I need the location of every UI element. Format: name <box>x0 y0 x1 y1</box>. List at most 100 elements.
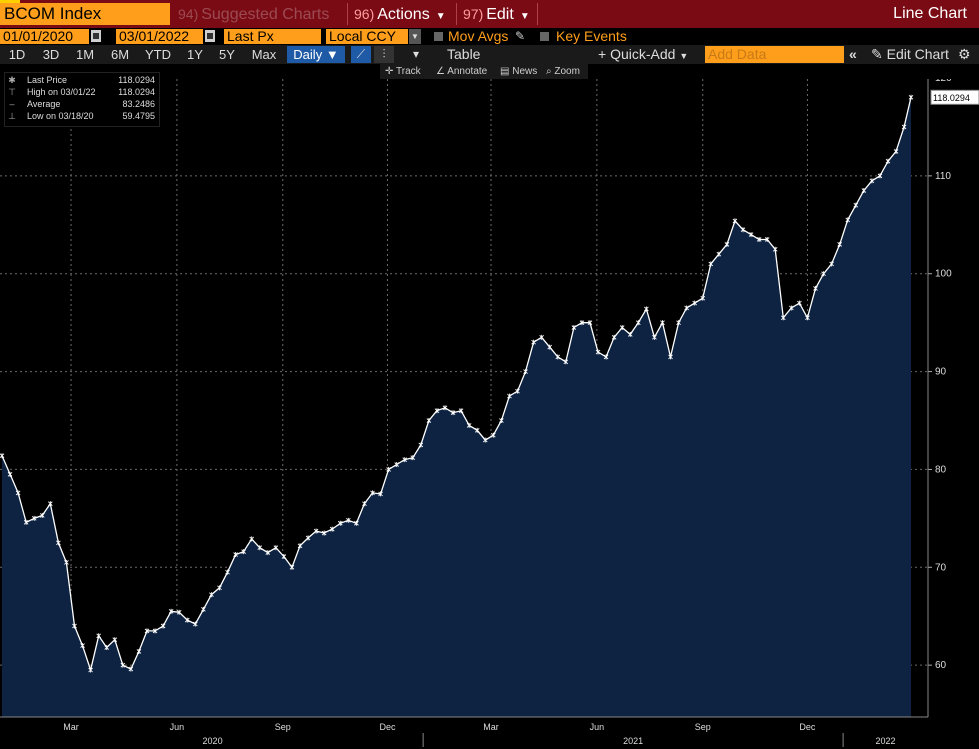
legend-row-low[interactable]: ⊥ Low on 03/18/20 59.4795 <box>5 110 159 122</box>
y-tick-label: 70 <box>935 562 947 573</box>
key-events-checkbox[interactable] <box>540 32 549 41</box>
ticker-field[interactable]: BCOM Index <box>0 0 170 25</box>
edit-chart-button[interactable]: ✎ Edit Chart <box>871 45 949 64</box>
data-point-marker <box>201 606 206 612</box>
data-point-marker <box>176 609 182 615</box>
end-date-field[interactable]: 03/01/2022 <box>116 29 203 44</box>
news-tool[interactable]: ▤ News <box>500 64 537 79</box>
legend-row-average[interactable]: – Average 83.2486 <box>5 98 159 110</box>
range-ytd[interactable]: YTD <box>145 47 171 62</box>
collapse-icon[interactable]: « <box>849 46 857 62</box>
calendar-icon[interactable] <box>91 30 101 42</box>
quick-add-button[interactable]: + Quick-Add ▼ <box>598 45 688 64</box>
data-point-marker <box>72 623 77 629</box>
range-6m[interactable]: 6M <box>110 47 130 62</box>
range-5y[interactable]: 5Y <box>219 47 235 62</box>
add-data-input[interactable]: Add Data <box>705 46 844 63</box>
data-point-marker <box>394 462 399 468</box>
data-point-marker <box>225 569 230 575</box>
data-point-marker <box>797 300 802 306</box>
actions-menu[interactable]: 96) Actions ▼ <box>350 3 454 25</box>
line-chart-icon[interactable]: ⟋ <box>351 46 371 63</box>
suggested-charts-menu[interactable]: 94) Suggested Charts <box>174 3 346 25</box>
currency-select[interactable]: Local CCY <box>326 29 408 44</box>
data-point-marker <box>780 315 786 321</box>
edit-menu[interactable]: 97) Edit ▼ <box>459 3 535 25</box>
data-point-marker <box>144 628 150 634</box>
data-point-marker <box>652 334 657 340</box>
data-point-marker <box>877 173 883 179</box>
calendar-icon[interactable] <box>205 30 215 42</box>
data-point-marker <box>337 520 343 526</box>
data-point-marker <box>563 359 569 365</box>
table-button[interactable]: Table <box>447 46 481 62</box>
data-point-marker <box>466 422 472 428</box>
chevron-down-icon: ▼ <box>679 51 689 61</box>
data-point-marker <box>297 543 303 549</box>
key-events-label[interactable]: Key Events <box>556 28 627 44</box>
legend-label: Average <box>27 99 61 109</box>
magnifier-icon: ⌕ <box>546 66 552 77</box>
data-point-marker <box>434 408 440 414</box>
mov-avgs-label[interactable]: Mov Avgs <box>448 28 509 44</box>
data-point-marker <box>128 666 134 672</box>
news-icon: ▤ <box>500 66 510 77</box>
legend-row-last-price[interactable]: ✱ Last Price 118.0294 <box>5 74 159 86</box>
legend-value: 118.0294 <box>118 75 155 85</box>
data-point-marker <box>547 344 553 350</box>
range-1y[interactable]: 1Y <box>187 47 203 62</box>
range-max[interactable]: Max <box>251 47 277 62</box>
data-point-marker <box>853 202 859 208</box>
data-point-marker <box>136 648 142 654</box>
data-point-marker <box>893 148 899 154</box>
legend-row-high[interactable]: ⊤ High on 03/01/22 118.0294 <box>5 86 159 98</box>
period-select[interactable]: Daily ▼ <box>287 46 345 63</box>
data-point-marker <box>861 188 867 194</box>
mov-avgs-checkbox[interactable] <box>434 32 443 41</box>
edit-chart-label: Edit Chart <box>886 46 949 62</box>
y-tick-label: 120 <box>935 79 952 84</box>
data-point-marker <box>821 271 826 277</box>
zoom-tool[interactable]: ⌕ Zoom <box>546 64 580 79</box>
data-point-marker <box>249 536 255 542</box>
range-3d[interactable]: 3D <box>42 47 60 62</box>
pencil-icon[interactable]: ✎ <box>515 29 526 43</box>
data-point-marker <box>321 530 327 536</box>
data-point-marker <box>64 559 69 565</box>
data-point-marker <box>515 388 520 394</box>
data-point-marker <box>845 217 851 223</box>
data-point-marker <box>684 305 689 311</box>
last-price-marker-icon: ✱ <box>8 75 16 85</box>
price-field-select[interactable]: Last Px <box>224 29 321 44</box>
chevron-down-icon[interactable]: ▼ <box>409 29 421 44</box>
chevron-down-icon[interactable]: ▾ <box>405 46 427 63</box>
track-tool[interactable]: ✛ Track <box>385 64 421 79</box>
chart-legend: ✱ Last Price 118.0294 ⊤ High on 03/01/22 118… <box>4 72 160 127</box>
gear-icon[interactable]: ⚙ <box>958 46 971 62</box>
low-marker-icon: ⊥ <box>8 111 16 121</box>
data-point-marker <box>273 545 279 551</box>
candlestick-icon[interactable]: ⫶ <box>374 46 394 63</box>
range-1d[interactable]: 1D <box>8 47 26 62</box>
data-point-marker <box>329 526 335 532</box>
annotate-tool[interactable]: ∠ Annotate <box>436 64 487 79</box>
data-point-marker <box>410 455 416 461</box>
data-point-marker <box>192 621 198 627</box>
x-month-label: Mar <box>63 722 79 732</box>
chevron-down-icon: ▼ <box>325 47 339 62</box>
price-chart[interactable]: 60 70 80 90 100 110 120 Mar Jun Sep Dec Mar Jun Sep De… <box>0 79 979 749</box>
data-point-marker <box>80 643 85 649</box>
x-month-label: Sep <box>275 722 291 732</box>
data-point-marker <box>386 466 391 472</box>
data-point-marker <box>772 246 778 252</box>
data-point-marker <box>805 315 810 321</box>
range-1m[interactable]: 1M <box>75 47 95 62</box>
data-point-marker <box>120 662 126 668</box>
data-point-marker <box>15 490 21 496</box>
y-tick-label: 60 <box>935 660 947 671</box>
data-point-marker <box>482 437 488 443</box>
data-point-marker <box>305 535 311 541</box>
data-point-marker <box>732 218 738 224</box>
start-date-field[interactable]: 01/01/2020 <box>0 29 89 44</box>
data-point-marker <box>901 124 907 130</box>
